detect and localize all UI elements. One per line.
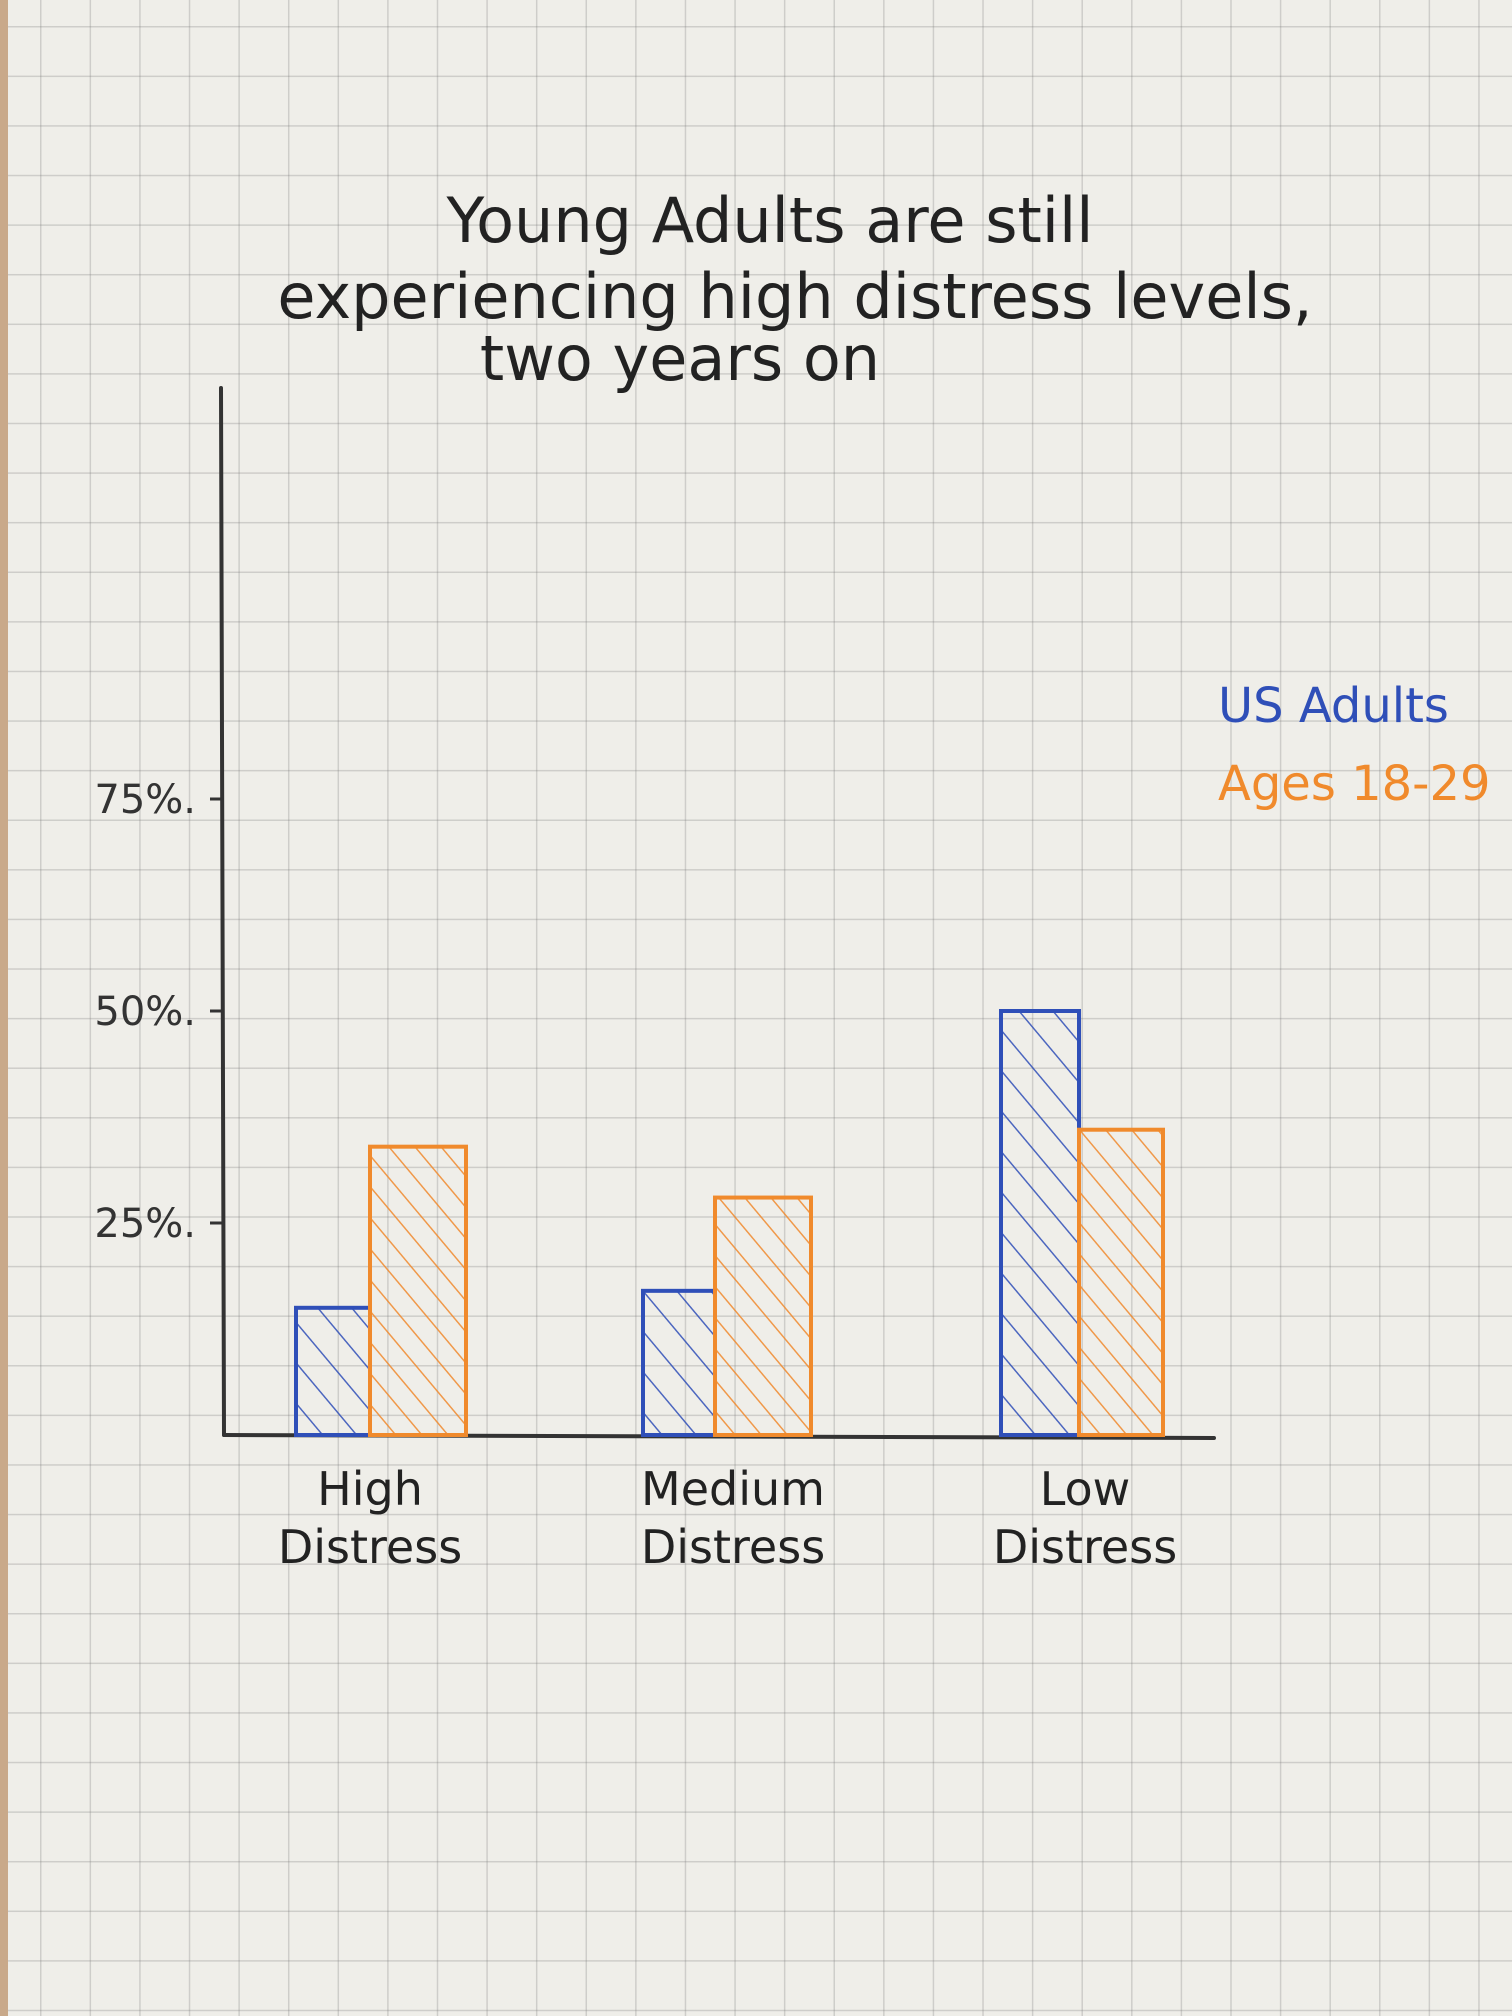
bar-ages-18-29-1 (713, 1195, 813, 1438)
legend-entry: US Adults (1218, 678, 1449, 734)
x-category-label: Distress (641, 1520, 825, 1574)
legend: US Adults Ages 18-29 (1218, 678, 1491, 812)
bar-us-adults-1 (641, 1288, 717, 1437)
y-tick-label: 50%. (94, 989, 196, 1035)
bar-us-adults-0 (294, 1305, 372, 1438)
legend-entry: Ages 18-29 (1218, 756, 1491, 812)
y-tick-label: 75%. (94, 777, 196, 823)
x-category-label: Low (1040, 1462, 1131, 1516)
y-axis-line (219, 386, 226, 1437)
chart-title-line-1: Young Adults are still (445, 184, 1093, 257)
bars-group (294, 1009, 1165, 1438)
x-category-label: Distress (278, 1520, 462, 1574)
chart-title-line-3: two years on (480, 322, 880, 395)
bar-ages-18-29-2 (1077, 1127, 1165, 1437)
y-tick-label: 25%. (94, 1201, 196, 1247)
bar-ages-18-29-0 (368, 1144, 468, 1438)
x-category-label: Distress (993, 1520, 1177, 1574)
graph-paper (8, 0, 1512, 2016)
y-axis-ticks: 25%. 50%. 75%. (94, 777, 224, 1247)
bar-us-adults-2 (999, 1009, 1081, 1437)
x-category-label: Medium (641, 1462, 825, 1516)
chart-title-line-2: experiencing high distress levels, (277, 260, 1312, 333)
x-category-label: High (317, 1462, 423, 1516)
